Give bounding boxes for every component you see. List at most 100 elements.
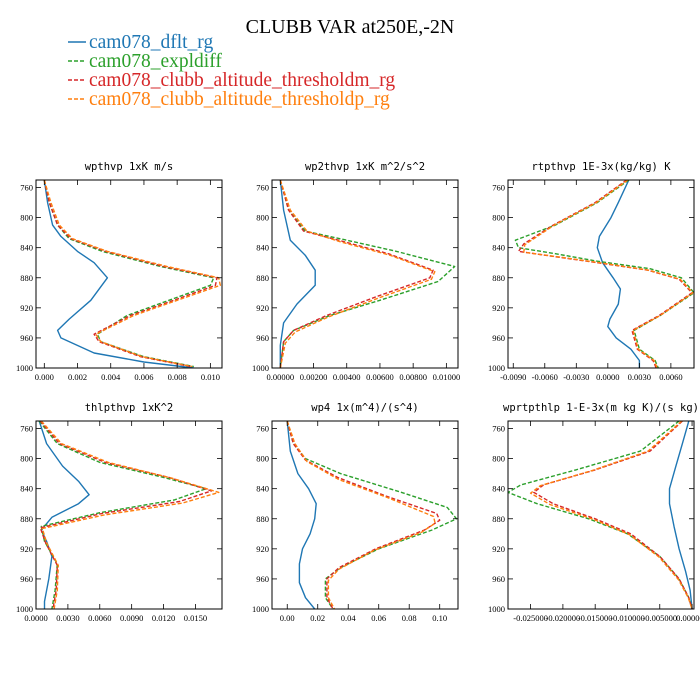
x-tick-label: 0.02 xyxy=(310,613,325,623)
chart-panels: wpthvp 1xK m/s76080084088092096010000.00… xyxy=(16,161,700,623)
panel-title: wp4 1x(m^4)/(s^4) xyxy=(311,402,418,414)
series-lines xyxy=(514,180,694,368)
axes-frame xyxy=(507,420,695,610)
axes-frame xyxy=(271,179,459,369)
y-tick-label: 760 xyxy=(492,183,505,193)
y-tick-label: 800 xyxy=(492,213,505,223)
series-line-cam078_clubb_altitude_thresholdp_rg xyxy=(286,421,436,609)
legend-item: cam078_clubb_altitude_thresholdp_rg xyxy=(68,89,390,110)
y-tick-label: 800 xyxy=(20,454,33,464)
y-tick-label: 960 xyxy=(492,333,505,343)
y-tick-label: 760 xyxy=(256,424,269,434)
y-tick-label: 920 xyxy=(492,303,505,313)
y-tick-label: 760 xyxy=(492,424,505,434)
y-tick-label: 920 xyxy=(256,303,269,313)
x-tick-label: 0.00200 xyxy=(300,372,328,382)
x-tick-label: 0.06 xyxy=(371,613,386,623)
x-tick-label: 0.00 xyxy=(280,613,295,623)
panel-title: thlpthvp 1xK^2 xyxy=(85,402,174,414)
legend-item: cam078_dflt_rg xyxy=(68,32,213,53)
legend-item: cam078_clubb_altitude_thresholdm_rg xyxy=(68,70,395,91)
series-line-cam078_dflt_rg xyxy=(38,421,90,609)
series-lines xyxy=(508,421,693,609)
series-line-cam078_dflt_rg xyxy=(43,180,194,368)
panel-title: rtpthvp 1E-3x(kg/kg) K xyxy=(531,161,671,173)
series-line-cam078_clubb_altitude_thresholdm_rg xyxy=(533,421,693,609)
series-line-cam078_clubb_altitude_thresholdp_rg xyxy=(523,180,694,368)
y-tick-label: 960 xyxy=(256,574,269,584)
panel-title: wpthvp 1xK m/s xyxy=(85,161,174,173)
y-tick-label: 920 xyxy=(492,544,505,554)
y-tick-label: 960 xyxy=(20,574,33,584)
series-line-cam078_dflt_rg xyxy=(596,180,641,368)
y-tick-label: 840 xyxy=(492,243,505,253)
y-tick-label: 840 xyxy=(256,484,269,494)
x-tick-label: 0.00600 xyxy=(366,372,394,382)
x-tick-label: 0.0000 xyxy=(596,372,619,382)
chart-panel: wp2thvp 1xK m^2/s^2 760 800 840 880 920 960 100… xyxy=(252,161,460,382)
y-tick-label: 760 xyxy=(256,183,269,193)
series-line-cam078_expldiff xyxy=(508,421,693,609)
axes-frame xyxy=(35,179,223,369)
y-tick-label: 1000 xyxy=(488,363,505,373)
y-tick-label: 840 xyxy=(20,484,33,494)
y-tick-label: 760 xyxy=(20,183,33,193)
y-tick-label: 960 xyxy=(492,574,505,584)
x-tick-label: -0.020000 xyxy=(546,613,581,623)
x-tick-label: 0.10 xyxy=(432,613,447,623)
series-line-cam078_expldiff xyxy=(514,180,694,368)
x-tick-label: 0.0090 xyxy=(120,613,143,623)
x-tick-label: 0.006 xyxy=(134,372,153,382)
x-tick-label: 0.08 xyxy=(402,613,417,623)
series-line-cam078_clubb_altitude_thresholdp_rg xyxy=(529,421,693,609)
x-tick-label: 0.000 xyxy=(35,372,54,382)
y-tick-label: 760 xyxy=(20,424,33,434)
x-tick-label: 0.0030 xyxy=(628,372,651,382)
y-tick-label: 800 xyxy=(492,454,505,464)
x-tick-label: -0.0060 xyxy=(532,372,558,382)
y-tick-label: 880 xyxy=(492,273,505,283)
y-tick-label: 1000 xyxy=(252,363,269,373)
x-tick-label: 0.002 xyxy=(68,372,87,382)
y-tick-label: 800 xyxy=(256,454,269,464)
series-lines xyxy=(286,421,458,609)
x-tick-label: 0.0060 xyxy=(659,372,682,382)
x-tick-label: -0.010000 xyxy=(610,613,645,623)
panel-title: wprtpthlp 1-E-3x(m kg K)/(s kg) xyxy=(503,402,699,414)
axes-frame xyxy=(507,179,695,369)
legend-label: cam078_expldiff xyxy=(89,51,222,72)
series-line-cam078_expldiff xyxy=(43,180,215,368)
series-lines xyxy=(38,421,220,609)
y-tick-label: 880 xyxy=(256,514,269,524)
axes-frame xyxy=(35,420,223,610)
x-tick-label: 0.00800 xyxy=(399,372,427,382)
x-tick-label: 0.0150 xyxy=(184,613,207,623)
y-tick-label: 960 xyxy=(256,333,269,343)
y-tick-label: 920 xyxy=(20,303,33,313)
series-line-cam078_dflt_rg xyxy=(279,180,316,368)
chart-panel: rtpthvp 1E-3x(kg/kg) K 760 800 840 880 920 960… xyxy=(488,161,695,382)
y-tick-label: 1000 xyxy=(16,363,33,373)
series-line-cam078_dflt_rg xyxy=(668,421,693,609)
y-tick-label: 920 xyxy=(20,544,33,554)
series-line-cam078_clubb_altitude_thresholdm_rg xyxy=(43,180,218,368)
x-tick-label: 0.01000 xyxy=(433,372,461,382)
x-tick-label: 0.04 xyxy=(341,613,357,623)
x-tick-label: -0.0030 xyxy=(563,372,589,382)
legend-label: cam078_clubb_altitude_thresholdm_rg xyxy=(89,70,395,91)
x-tick-label: 0.0030 xyxy=(56,613,79,623)
y-tick-label: 1000 xyxy=(16,604,33,614)
chart-panel: wp4 1x(m^4)/(s^4) 760 800 840 880 920 960 1000 0… xyxy=(252,402,459,623)
x-tick-label: -0.025000 xyxy=(513,613,548,623)
x-tick-label: -0.005000 xyxy=(642,613,677,623)
x-tick-label: 0.0060 xyxy=(88,613,111,623)
x-tick-label: 0.0000 xyxy=(24,613,47,623)
x-tick-label: 0.00400 xyxy=(333,372,361,382)
x-tick-label: -0.0090 xyxy=(500,372,526,382)
series-line-cam078_clubb_altitude_thresholdm_rg xyxy=(279,180,434,368)
x-tick-label: 0.008 xyxy=(168,372,187,382)
series-lines xyxy=(279,180,456,368)
x-tick-label: 0.00000 xyxy=(266,372,294,382)
